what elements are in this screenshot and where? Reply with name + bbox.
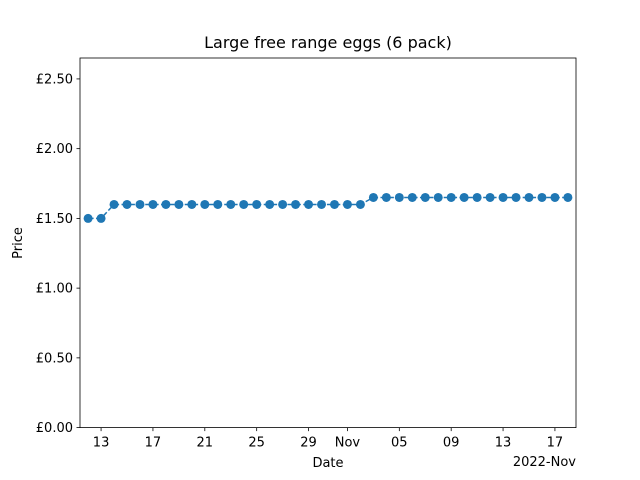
data-point [200, 199, 210, 209]
data-point [304, 199, 314, 209]
data-point [317, 199, 327, 209]
data-point [122, 199, 132, 209]
data-point [537, 192, 547, 202]
x-tick-label: 09 [443, 436, 460, 451]
data-point [433, 192, 443, 202]
data-point [355, 199, 365, 209]
x-tick-label: 21 [197, 436, 214, 451]
y-tick-label: £0.50 [36, 351, 73, 366]
y-axis-label: Price [11, 227, 26, 259]
data-point [291, 199, 301, 209]
data-point [148, 199, 158, 209]
data-point [329, 199, 339, 209]
x-tick-label: 13 [93, 436, 110, 451]
data-point [174, 199, 184, 209]
data-point [187, 199, 197, 209]
data-point [252, 199, 262, 209]
x-tick-label: 17 [547, 436, 564, 451]
data-point [83, 213, 93, 223]
x-tick-label: 29 [300, 436, 317, 451]
x-axis-offset-label: 2022-Nov [513, 455, 576, 470]
data-point [239, 199, 249, 209]
y-tick-label: £2.00 [36, 142, 73, 157]
data-point [472, 192, 482, 202]
data-point [226, 199, 236, 209]
y-axis-ticks: £0.00 £0.50 £1.00 £1.50 £2.00 £2.50 [36, 72, 80, 436]
x-axis-label: Date [312, 456, 343, 471]
x-tick-label: 17 [145, 436, 162, 451]
data-point [407, 192, 417, 202]
data-point [109, 199, 119, 209]
x-tick-label: 05 [391, 436, 408, 451]
series-points-group [83, 192, 573, 223]
x-tick-label: 25 [248, 436, 265, 451]
data-point [135, 199, 145, 209]
data-point [368, 192, 378, 202]
x-tick-label: Nov [335, 436, 361, 451]
data-point [498, 192, 508, 202]
y-tick-label: £1.00 [36, 282, 73, 297]
data-point [550, 192, 560, 202]
data-point [278, 199, 288, 209]
data-point [485, 192, 495, 202]
data-point [459, 192, 469, 202]
plot-frame [79, 57, 577, 429]
x-tick-label: 13 [495, 436, 512, 451]
data-point [381, 192, 391, 202]
chart-title: Large free range eggs (6 pack) [204, 33, 452, 52]
y-tick-label: £0.00 [36, 421, 73, 436]
data-point [265, 199, 275, 209]
data-point [446, 192, 456, 202]
data-point [342, 199, 352, 209]
data-point [563, 192, 573, 202]
data-point [420, 192, 430, 202]
data-point [161, 199, 171, 209]
series-line [88, 196, 568, 220]
data-point [524, 192, 534, 202]
y-tick-label: £2.50 [36, 72, 73, 87]
data-point [394, 192, 404, 202]
data-point [511, 192, 521, 202]
x-axis-ticks: 13 17 21 25 29 Nov 05 09 13 17 [93, 427, 564, 451]
data-point [213, 199, 223, 209]
y-tick-label: £1.50 [36, 212, 73, 227]
series-line-group [88, 196, 568, 220]
data-point [96, 213, 106, 223]
